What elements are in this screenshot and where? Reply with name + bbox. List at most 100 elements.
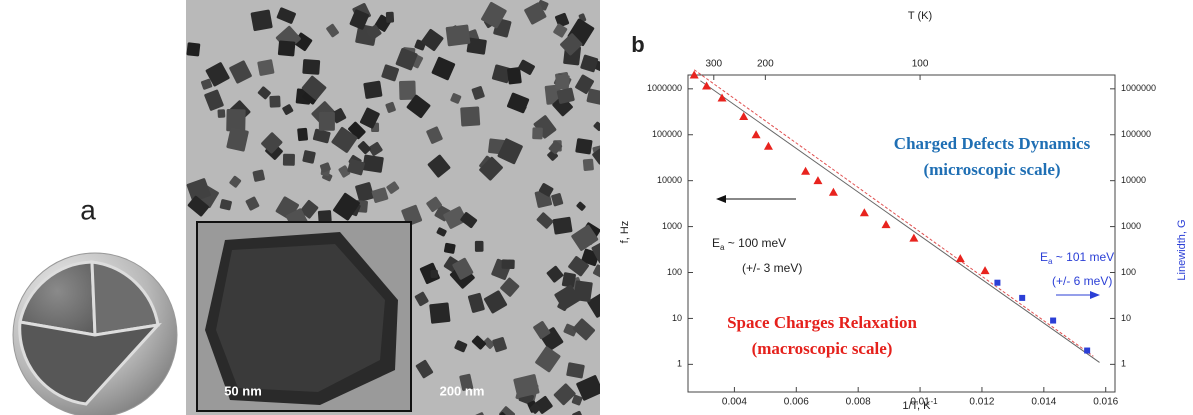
particle: [229, 60, 252, 84]
particle: [257, 59, 275, 76]
y2-axis-title: Linewidth, G: [1176, 219, 1188, 280]
particle: [546, 265, 564, 283]
x-axis-title-text: 1/T, K: [902, 400, 931, 412]
top-axis-title: T (K): [908, 10, 932, 22]
particle: [560, 33, 583, 56]
x-tick-label: 0.014: [1031, 397, 1056, 408]
particle: [452, 257, 474, 280]
particle: [319, 162, 331, 173]
panel-label: b: [631, 32, 644, 57]
particle: [471, 86, 485, 100]
y-tick-label: 1: [677, 359, 682, 369]
tem-inset: [196, 221, 412, 412]
point: [801, 166, 811, 175]
point: [980, 266, 990, 275]
y-tick-label: 100: [667, 267, 682, 277]
particle: [229, 175, 242, 188]
fit-line: [700, 80, 1100, 363]
particle: [302, 150, 316, 164]
particle: [406, 94, 431, 119]
particle: [245, 196, 260, 211]
particle: [575, 138, 593, 155]
y-tick-label: 1000: [662, 221, 682, 231]
particle: [587, 292, 600, 318]
particle: [355, 182, 375, 202]
particle: [226, 127, 249, 152]
particle: [555, 74, 570, 90]
particle: [532, 127, 543, 140]
particle: [568, 256, 589, 277]
annotation: (+/- 3 meV): [742, 261, 802, 275]
particle: [359, 107, 380, 129]
y2-tick-label: 10: [1121, 313, 1131, 323]
particle: [566, 362, 585, 379]
annotation-text: E: [712, 236, 720, 250]
particle: [483, 337, 495, 349]
particle: [548, 140, 563, 155]
particle: [481, 1, 507, 29]
particle: [592, 147, 600, 165]
y-tick-label: 10: [672, 313, 682, 323]
particle: [282, 153, 295, 166]
particle: [474, 240, 484, 252]
particle: [524, 2, 547, 25]
panel-label: a: [80, 194, 96, 225]
particle: [554, 284, 581, 311]
particle: [300, 200, 319, 219]
particle: [576, 201, 586, 211]
particle: [414, 291, 429, 307]
particle: [460, 106, 481, 127]
particle: [431, 56, 456, 81]
particle: [443, 242, 456, 254]
particle: [575, 74, 594, 94]
particle: [302, 59, 321, 75]
x-tick-label: 0.006: [784, 397, 809, 408]
particle: [500, 277, 520, 297]
particle: [371, 187, 389, 203]
particle: [276, 7, 296, 24]
particle: [572, 410, 583, 415]
particle: [317, 210, 332, 223]
particle: [529, 403, 541, 414]
particle: [326, 23, 339, 38]
point: [689, 70, 699, 79]
particle: [479, 156, 503, 181]
particle: [426, 196, 442, 213]
particle: [460, 212, 478, 229]
point: [763, 141, 773, 150]
particle: [331, 127, 358, 153]
particle: [401, 204, 423, 227]
x-tick-label: 0.016: [1093, 397, 1118, 408]
y2-tick-label: 1000: [1121, 221, 1141, 231]
y2-tick-label: 100: [1121, 267, 1136, 277]
y2-tick-label: 10000: [1121, 175, 1146, 185]
particle: [338, 165, 351, 178]
x-tick-label: 0.008: [846, 397, 871, 408]
particle: [507, 67, 522, 85]
particle: [186, 42, 201, 57]
particle: [200, 78, 213, 90]
point: [909, 233, 919, 242]
particle: [443, 206, 468, 229]
particle: [576, 375, 600, 401]
top-tick-label: 200: [757, 59, 774, 70]
y2-tick-label: 1000000: [1121, 83, 1156, 93]
particle: [582, 158, 594, 171]
particle: [415, 359, 434, 379]
particle: [491, 64, 512, 84]
particle: [445, 24, 471, 47]
sphere-sketch: [12, 252, 178, 415]
particle: [450, 93, 462, 104]
particle: [533, 321, 551, 340]
scale-label: 200 nm: [440, 383, 485, 398]
y-axis-title: f, Hz: [619, 221, 631, 244]
particle: [571, 394, 583, 406]
particle: [467, 292, 485, 313]
y-tick-label: 10000: [657, 175, 682, 185]
particle: [427, 154, 451, 178]
particle: [219, 199, 232, 211]
particle: [580, 54, 599, 73]
particle: [536, 212, 554, 229]
annotation-sub: a: [1048, 257, 1053, 266]
particle: [362, 154, 384, 173]
